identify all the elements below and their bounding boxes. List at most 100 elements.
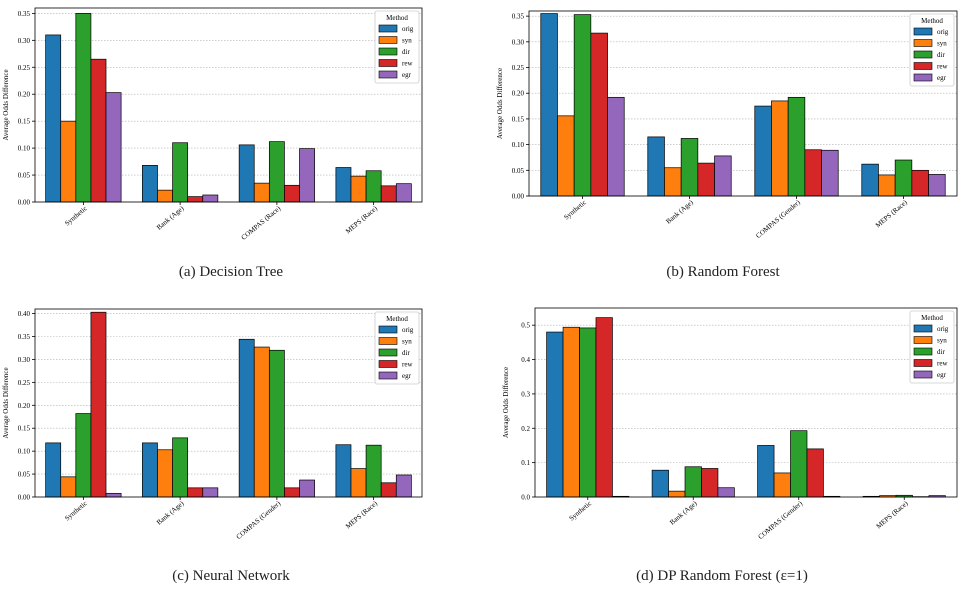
legend-label-orig: orig [937, 325, 949, 333]
x-tick-label: Bank (Age) [668, 499, 699, 527]
y-tick-label: 0.2 [521, 425, 530, 433]
y-tick-label: 0.20 [512, 90, 525, 98]
legend-label-orig: orig [402, 326, 414, 334]
bar-syn [253, 182, 270, 203]
bar-syn [157, 449, 173, 498]
legend-label-egr: egr [937, 74, 947, 82]
y-tick-label: 0.05 [512, 167, 525, 175]
bar-syn [664, 167, 682, 197]
bar-egr [821, 149, 839, 197]
y-tick-label: 0.15 [18, 425, 31, 433]
y-tick-label: 0.30 [18, 37, 31, 45]
bar-orig [651, 469, 669, 498]
bar-dir [268, 349, 285, 498]
bar-dir [680, 138, 699, 197]
bar-egr [395, 474, 412, 498]
y-tick-label: 0.1 [521, 459, 530, 467]
bar-syn [253, 346, 270, 498]
bar-orig [754, 105, 772, 197]
y-tick-label: 0.15 [18, 118, 31, 126]
legend-swatch-dir [378, 47, 398, 56]
y-tick-label: 0.15 [512, 115, 525, 123]
y-tick-label: 0.0 [521, 494, 530, 502]
y-tick-label: 0.35 [18, 10, 31, 18]
y-tick-label: 0.30 [18, 356, 31, 364]
legend-swatch-dir [913, 347, 933, 356]
x-tick-label: Synthetic [568, 499, 593, 522]
bar-syn [60, 476, 77, 498]
legend: Method orig syn dir rew egr [909, 310, 955, 384]
caption-d: (d) DP Random Forest (ε=1) [636, 568, 808, 584]
legend-swatch-rew [378, 59, 398, 67]
legend-swatch-syn [913, 39, 933, 47]
legend-label-syn: syn [402, 338, 412, 346]
chart-panel-a: 0.00 0.05 0.10 0.15 0.20 0.25 0.30 0.35 Average … [2, 7, 423, 242]
bar-orig [238, 144, 255, 203]
legend-label-dir: dir [402, 48, 410, 56]
plot-frame [534, 307, 958, 498]
legend-swatch-dir [378, 348, 398, 357]
legend-swatch-syn [913, 336, 933, 344]
bar-syn [878, 174, 896, 197]
bar-syn [668, 490, 686, 498]
bar-dir [787, 96, 806, 197]
bar-dir [790, 430, 808, 498]
legend: Method orig syn dir rew egr [374, 10, 420, 84]
legend-title: Method [386, 14, 408, 22]
legend-label-rew: rew [402, 60, 413, 68]
bar-rew [187, 487, 204, 498]
bar-rew [911, 169, 929, 197]
y-tick-label: 0.4 [521, 356, 530, 364]
x-tick-label: COMPAS (Race) [240, 204, 283, 242]
legend-label-egr: egr [402, 372, 412, 380]
legend-label-orig: orig [937, 28, 949, 36]
legend-label-dir: dir [402, 349, 410, 357]
x-tick-label: Synthetic [63, 204, 88, 227]
x-tick-label: MEPS (Race) [875, 499, 910, 530]
y-axis-label: Average Odds Difference [496, 68, 504, 139]
y-tick-label: 0.25 [512, 64, 525, 72]
legend-swatch-egr [913, 73, 933, 82]
y-tick-label: 0.05 [18, 172, 31, 180]
bar-egr [299, 148, 315, 203]
bar-egr [105, 492, 122, 498]
chart-panel-b: 0.00 0.05 0.10 0.15 0.20 0.25 0.30 0.35 Average … [496, 10, 958, 240]
bar-rew [380, 185, 397, 203]
bar-orig [540, 13, 558, 197]
plot-frame [528, 10, 958, 197]
bar-egr [202, 487, 219, 498]
bar-dir [573, 14, 592, 197]
chart-panel-d: 0.0 0.1 0.2 0.3 0.4 0.5 Average Odds Differenc… [502, 307, 958, 541]
y-tick-label: 0.10 [18, 145, 31, 153]
bar-orig [647, 136, 665, 197]
x-tick-label: COMPAS (Gender) [754, 198, 802, 240]
y-tick-label: 0.35 [18, 333, 31, 341]
y-tick-label: 0.25 [18, 379, 31, 387]
legend-label-egr: egr [402, 71, 412, 79]
legend-label-syn: syn [402, 37, 412, 45]
caption-c: (c) Neural Network [172, 568, 290, 584]
legend-swatch-dir [913, 50, 933, 59]
y-tick-label: 0.05 [18, 471, 31, 479]
x-tick-label: Bank (Age) [155, 499, 186, 527]
caption-b: (b) Random Forest [666, 264, 780, 280]
x-tick-label: Bank (Age) [155, 204, 186, 232]
bar-syn [60, 120, 77, 203]
bar-egr [395, 183, 412, 203]
bar-syn [562, 326, 580, 498]
y-axis-label: Average Odds Difference [2, 69, 10, 140]
plot-frame [34, 308, 423, 498]
bar-dir [684, 466, 702, 498]
bar-dir [365, 170, 382, 203]
bar-orig [45, 442, 62, 498]
y-tick-label: 0.20 [18, 402, 31, 410]
legend-swatch-orig [378, 24, 398, 33]
bar-dir [365, 444, 382, 498]
bar-dir [268, 141, 285, 203]
bar-syn [771, 100, 789, 197]
legend-label-egr: egr [937, 371, 947, 379]
legend: Method orig syn dir rew egr [374, 311, 420, 385]
legend-label-rew: rew [937, 360, 948, 368]
plot-frame [34, 7, 423, 203]
